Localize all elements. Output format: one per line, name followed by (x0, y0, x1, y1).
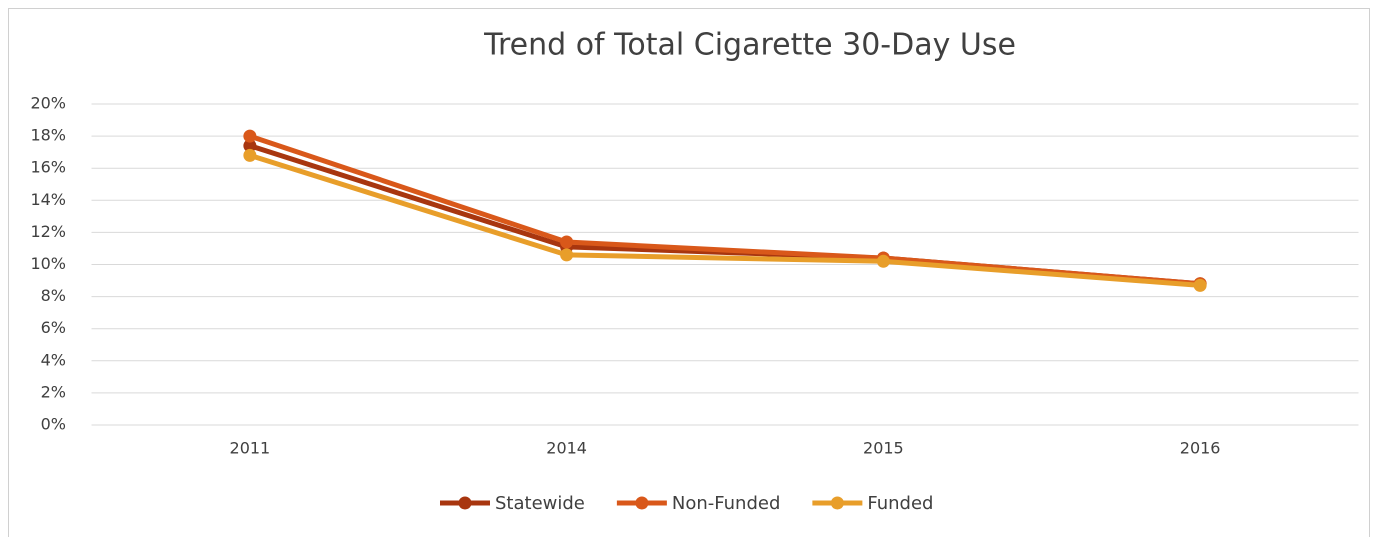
legend-marker (458, 496, 472, 510)
y-tick-label: 4% (41, 350, 66, 369)
y-tick-label: 2% (41, 382, 66, 401)
x-tick-label: 2011 (230, 439, 271, 458)
y-tick-label: 0% (41, 415, 66, 434)
point (560, 235, 574, 249)
point (876, 254, 890, 268)
y-tick-label: 20% (30, 94, 66, 113)
y-tick-label: 18% (30, 126, 66, 145)
legend-label: Statewide (495, 493, 585, 514)
point (1193, 278, 1207, 292)
y-tick-label: 6% (41, 318, 66, 337)
series-line (249, 152, 1201, 288)
chart-title: Trend of Total Cigarette 30-Day Use (483, 28, 1016, 63)
y-tick-label: 12% (30, 222, 66, 241)
point (243, 139, 257, 153)
x-tick-label: 2014 (546, 439, 587, 458)
point (243, 129, 257, 143)
legend-marker (830, 496, 844, 510)
y-tick-label: 8% (41, 286, 66, 305)
y-tick-label: 14% (30, 190, 66, 209)
chart-frame (8, 8, 1370, 537)
y-tick-label: 16% (30, 158, 66, 177)
x-tick-label: 2015 (863, 439, 904, 458)
legend-label: Funded (867, 493, 933, 514)
legend-label: Non-Funded (672, 493, 781, 514)
y-tick-label: 10% (30, 254, 66, 273)
point (243, 148, 257, 162)
legend-marker (635, 496, 649, 510)
x-tick-label: 2016 (1180, 439, 1221, 458)
point (560, 248, 574, 262)
